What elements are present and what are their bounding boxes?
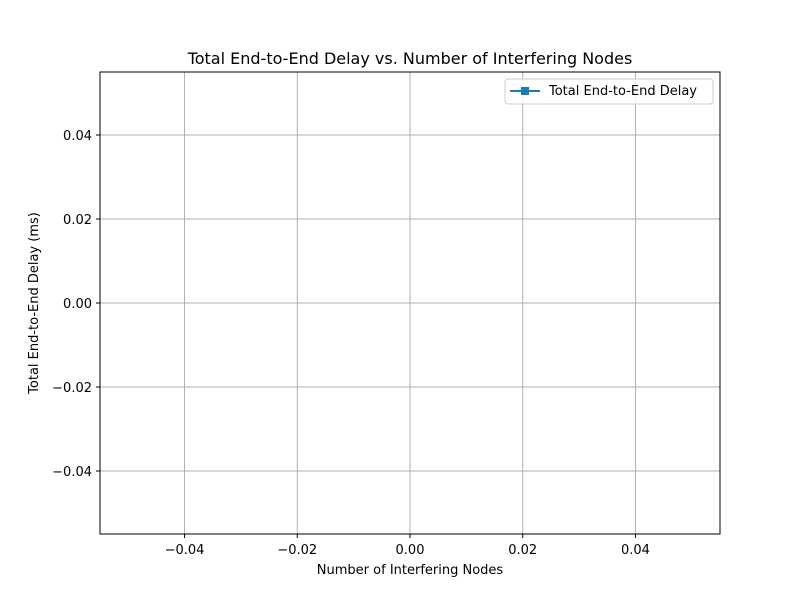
y-axis-label: Total End-to-End Delay (ms): [27, 212, 42, 395]
grid: [100, 72, 720, 534]
x-tick-label: −0.04: [165, 543, 205, 558]
x-axis-ticks: −0.04 −0.02 0.00 0.02 0.04: [165, 534, 650, 558]
y-tick-label: −0.04: [52, 465, 92, 480]
chart-title: Total End-to-End Delay vs. Number of Int…: [187, 49, 633, 68]
y-axis-ticks: −0.04 −0.02 0.00 0.02 0.04: [52, 129, 100, 480]
y-tick-label: 0.00: [63, 297, 92, 312]
y-tick-label: 0.02: [63, 213, 92, 228]
legend-series-name: Total End-to-End Delay: [548, 84, 697, 99]
x-axis-label: Number of Interfering Nodes: [317, 563, 504, 578]
x-tick-label: 0.04: [621, 543, 650, 558]
legend-square-marker-icon: [521, 87, 529, 95]
y-tick-label: −0.02: [52, 381, 92, 396]
legend-box: [504, 78, 714, 105]
y-tick-label: 0.04: [63, 129, 92, 144]
x-tick-label: 0.00: [396, 543, 425, 558]
x-tick-label: 0.02: [508, 543, 537, 558]
x-tick-label: −0.02: [277, 543, 317, 558]
legend: Total End-to-End Delay: [504, 78, 714, 105]
